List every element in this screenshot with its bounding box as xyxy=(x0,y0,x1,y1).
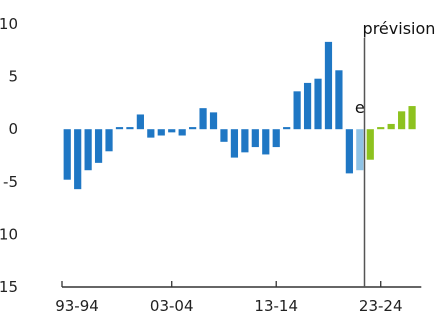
bar-01-02 xyxy=(147,129,155,138)
bar-12-13 xyxy=(262,129,270,155)
bar-99-00 xyxy=(126,127,134,130)
bar-93-94 xyxy=(63,129,71,180)
x-tick-label: 93-94 xyxy=(55,297,99,315)
y-tick-label: 5 xyxy=(8,68,18,86)
bar-16-17 xyxy=(303,82,312,130)
bar-05-06 xyxy=(189,127,197,130)
bar-17-18 xyxy=(314,78,322,130)
bar-11-12 xyxy=(251,129,259,148)
bar-95-96 xyxy=(84,129,92,171)
estimate-label: e xyxy=(355,98,365,117)
bar-26-27 xyxy=(408,106,416,130)
bar-15-16 xyxy=(293,91,301,130)
bar-94-95 xyxy=(74,129,82,190)
x-tick-label: 13-14 xyxy=(254,297,298,315)
x-tick-label: 03-04 xyxy=(150,297,194,315)
bars xyxy=(63,41,416,190)
bar-04-05 xyxy=(178,129,186,136)
bar-98-99 xyxy=(115,127,124,130)
bar-09-10 xyxy=(230,129,239,158)
x-tick-label: 23-24 xyxy=(359,297,403,315)
bar-22-23 xyxy=(366,129,374,160)
bar-02-03 xyxy=(157,129,165,136)
x-tick-labels: 93-94 03-04 13-14 23-24 xyxy=(55,297,402,315)
y-tick-label: 10 xyxy=(0,15,18,33)
y-tick-label: -10 xyxy=(0,225,18,243)
bar-06-07 xyxy=(199,108,207,130)
y-tick-label: 0 xyxy=(8,120,18,138)
bar-18-19 xyxy=(324,41,333,130)
bar-07-08 xyxy=(209,112,218,130)
bar-97-98 xyxy=(105,129,113,152)
forecast-label: prévision xyxy=(363,19,436,38)
y-tick-label: -15 xyxy=(0,278,18,296)
bar-21-22 xyxy=(356,129,364,171)
bar-23-24 xyxy=(377,127,385,130)
bar-13-14 xyxy=(272,129,280,148)
bar-10-11 xyxy=(241,129,249,153)
y-tick-label: -5 xyxy=(3,173,18,191)
bar-14-15 xyxy=(283,127,291,130)
bar-25-26 xyxy=(398,111,406,130)
y-tick-labels: 10 5 0 -5 -10 -15 xyxy=(0,15,18,296)
x-ticks xyxy=(61,281,382,287)
bar-19-20 xyxy=(335,70,343,130)
bar-03-04 xyxy=(168,129,176,133)
bar-96-97 xyxy=(94,129,103,163)
bar-08-09 xyxy=(220,129,228,142)
bar-20-21 xyxy=(345,129,353,174)
bar-24-25 xyxy=(387,123,395,130)
bar-00-01 xyxy=(136,114,144,130)
